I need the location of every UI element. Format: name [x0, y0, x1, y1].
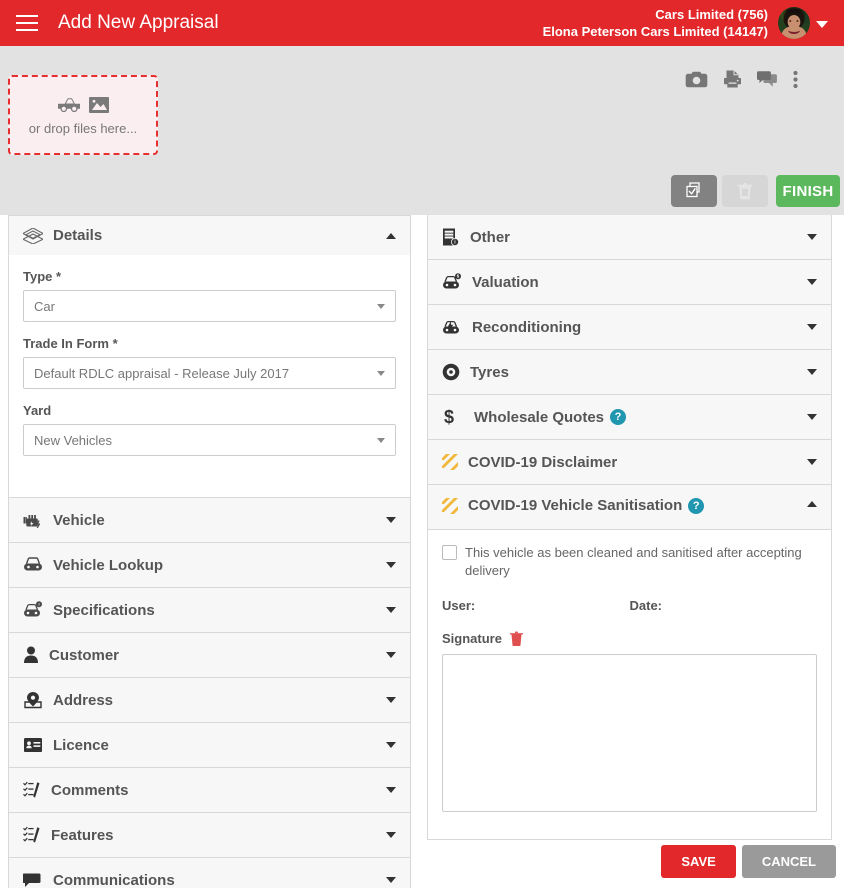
svg-text:i: i	[38, 602, 39, 607]
